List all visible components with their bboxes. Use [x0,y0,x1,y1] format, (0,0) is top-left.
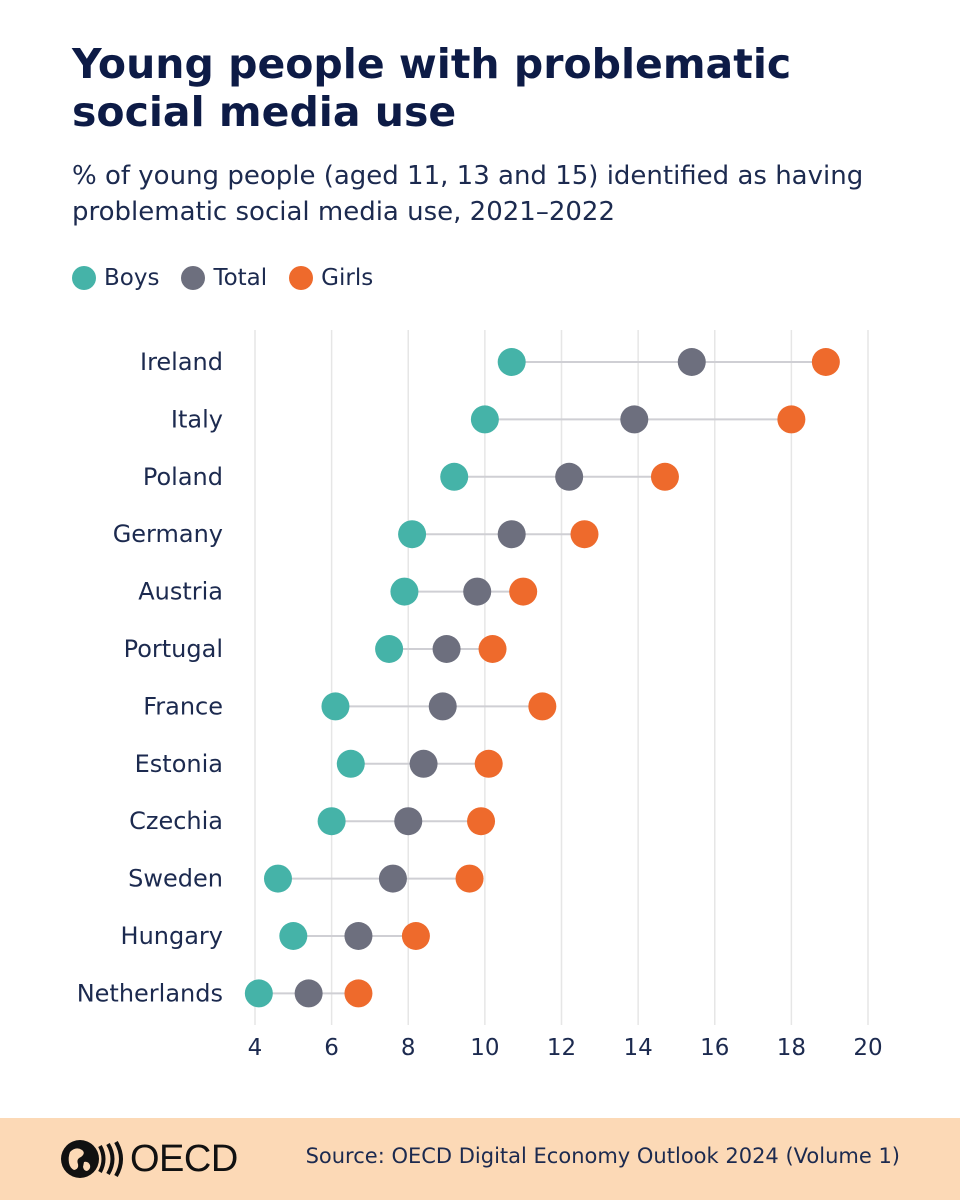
dot-girls-austria [509,577,538,606]
dot-boys-france [321,692,350,721]
dot-total-estonia [409,749,438,778]
dot-girls-portugal [478,635,507,663]
category-label-sweden: Sweden [128,865,223,893]
x-tick-label-16: 16 [700,1035,729,1061]
category-label-italy: Italy [171,405,223,433]
legend-item-girls: Girls [289,265,373,291]
dot-girls-sweden [455,864,484,893]
dot-total-france [428,692,457,721]
dot-total-poland [555,462,584,491]
legend: Boys Total Girls [72,262,395,294]
legend-label-total: Total [213,265,268,291]
legend-marker-boys [72,266,96,290]
dot-boys-estonia [336,749,365,778]
chart-subtitle: % of young people (aged 11, 13 and 15) i… [72,161,864,227]
dot-total-austria [463,577,492,606]
dot-girls-germany [570,520,599,549]
dot-girls-netherlands [344,979,373,1008]
dot-boys-poland [440,462,469,491]
dot-total-portugal [432,635,461,663]
x-tick-label-14: 14 [623,1035,652,1061]
legend-marker-girls [289,266,314,290]
dot-boys-portugal [375,635,404,663]
dot-boys-netherlands [244,979,273,1008]
category-label-czechia: Czechia [129,807,223,835]
x-tick-label-12: 12 [547,1035,576,1061]
oecd-logo: OECD [58,1136,238,1182]
category-label-france: France [143,692,223,720]
legend-item-total: Total [181,265,267,291]
source-note: Source: OECD Digital Economy Outlook 202… [305,1144,900,1168]
legend-item-boys: Boys [72,265,159,291]
category-label-germany: Germany [113,520,223,548]
category-label-estonia: Estonia [135,750,223,778]
dot-boys-germany [398,520,427,549]
dot-plot-chart: 4 6 8 10 12 14 16 18 20 Ireland Italy Poland Germany… [77,330,883,1061]
dot-total-ireland [677,348,706,376]
dot-girls-ireland [811,348,840,376]
legend-marker-total [181,266,206,290]
category-label-austria: Austria [138,578,223,606]
x-tick-label-18: 18 [777,1035,806,1061]
footer: OECD Source: OECD Digital Economy Outloo… [0,1118,960,1200]
dot-boys-czechia [317,807,346,836]
dot-boys-italy [470,405,499,434]
x-tick-label-10: 10 [470,1035,499,1061]
dot-boys-ireland [497,348,526,376]
category-label-ireland: Ireland [140,348,223,376]
chart-title: Young people with problematic social med… [72,40,792,136]
dot-total-italy [620,405,649,434]
dot-total-hungary [344,922,373,950]
legend-label-girls: Girls [321,265,374,291]
category-label-netherlands: Netherlands [77,979,223,1007]
category-label-portugal: Portugal [124,635,223,663]
oecd-logo-text: OECD [130,1137,238,1180]
dot-boys-sweden [263,864,292,893]
dot-total-sweden [378,864,407,893]
dot-girls-estonia [474,749,503,778]
dot-boys-austria [390,577,419,606]
dot-girls-italy [777,405,806,434]
category-label-hungary: Hungary [121,922,223,950]
x-tick-label-8: 8 [401,1035,416,1061]
dot-girls-hungary [401,922,430,950]
dot-girls-poland [650,462,679,491]
dot-girls-czechia [467,807,496,836]
dot-boys-hungary [279,922,308,950]
x-tick-label-20: 20 [853,1035,882,1061]
dot-total-netherlands [294,979,323,1008]
legend-label-boys: Boys [104,265,160,291]
category-label-poland: Poland [143,463,223,491]
dot-girls-france [528,692,557,721]
dot-total-germany [497,520,526,549]
dot-total-czechia [394,807,423,836]
x-tick-label-4: 4 [248,1035,263,1061]
oecd-globe-icon [61,1140,123,1178]
x-tick-label-6: 6 [324,1035,339,1061]
